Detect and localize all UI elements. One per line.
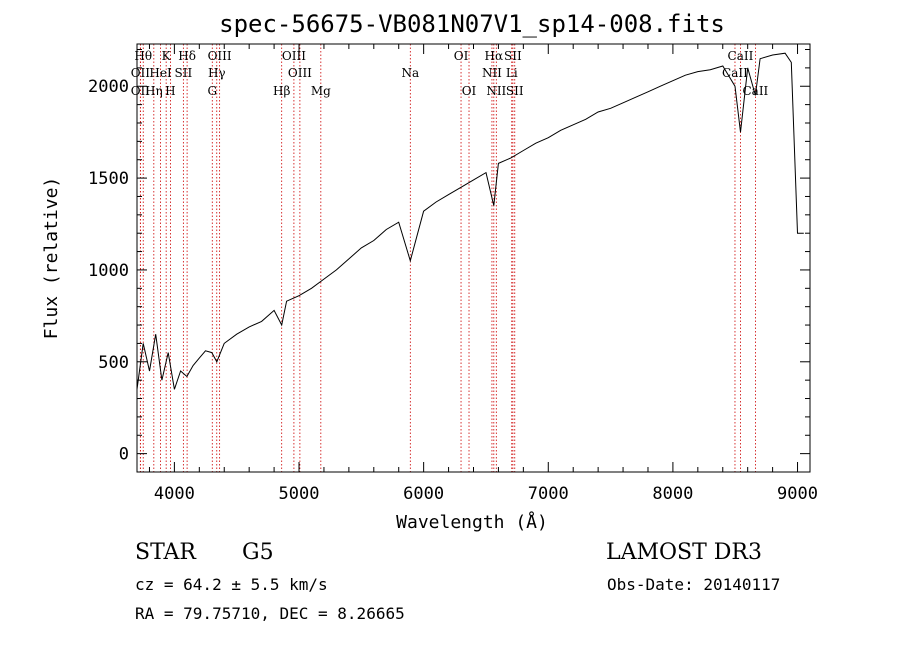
x-axis-label: Wavelength (Å) xyxy=(396,511,548,533)
spectral-line-label: SII xyxy=(504,49,522,63)
x-tick-label: 6000 xyxy=(403,484,444,504)
y-tick-label: 1500 xyxy=(88,169,129,189)
x-tick-label: 9000 xyxy=(777,484,818,504)
spectral-line-label: Hα xyxy=(485,49,504,63)
spectral-line-label: Mg xyxy=(311,84,331,98)
spectral-line-label: NII xyxy=(486,84,506,98)
spectral-line-label: Hβ xyxy=(273,84,290,98)
spectral-line-label: CaII xyxy=(728,49,754,63)
spectral-line-label: Hδ xyxy=(178,49,196,63)
coordinates-text: RA = 79.75710, DEC = 8.26665 xyxy=(135,604,405,623)
spectral-line-label: OII xyxy=(131,66,151,80)
spectral-line-label: OIII xyxy=(288,66,312,80)
y-tick-label: 1000 xyxy=(88,261,129,281)
spectral-line-label: OI xyxy=(454,49,469,63)
spectral-line-label: Hθ xyxy=(134,49,152,63)
spectral-line-label: K xyxy=(162,49,172,63)
spectral-line-label: OIII xyxy=(282,49,306,63)
spectral-line-label: HeI xyxy=(149,66,172,80)
spectral-line-label: OIII xyxy=(208,49,232,63)
y-axis-label: Flux (relative) xyxy=(41,177,62,340)
chart-title: spec-56675-VB081N07V1_sp14-008.fits xyxy=(219,10,725,38)
spectral-line-label: G xyxy=(207,84,217,98)
y-tick-label: 2000 xyxy=(88,77,129,97)
x-axis: 4000 5000 6000 7000 8000 9000 xyxy=(148,44,818,504)
x-tick-label: 7000 xyxy=(528,484,569,504)
spectral-line-label: OII xyxy=(131,84,151,98)
spectral-line-label: NII xyxy=(482,66,502,80)
y-axis: 0 500 1000 1500 2000 xyxy=(88,49,810,473)
spectral-line-label: H xyxy=(165,84,175,98)
y-tick-label: 0 xyxy=(119,445,129,465)
redshift-text: cz = 64.2 ± 5.5 km/s xyxy=(135,575,328,594)
spectrum-line xyxy=(136,52,804,390)
spectral-line-label: SII xyxy=(506,84,524,98)
spectral-line-label: Hγ xyxy=(208,66,226,80)
x-tick-label: 4000 xyxy=(154,484,195,504)
object-subclass: G5 xyxy=(242,540,274,565)
spectral-line-labels: HθOIIOIIHηHeIKHSIIHδGHγOIIIHβOIIIOIIIMgN… xyxy=(131,49,769,98)
obs-date-text: Obs-Date: 20140117 xyxy=(607,575,780,594)
plot-frame xyxy=(136,43,811,473)
spectral-line-label: SII xyxy=(175,66,193,80)
x-tick-label: 8000 xyxy=(652,484,693,504)
y-tick-label: 500 xyxy=(98,353,129,373)
object-class: STAR xyxy=(135,540,197,565)
spectrum-series xyxy=(136,52,804,390)
spectral-line-label: CaII xyxy=(722,66,748,80)
spectral-line-label: Hη xyxy=(145,84,163,98)
spectral-line-label: OI xyxy=(462,84,477,98)
spectral-line-label: Na xyxy=(401,66,419,80)
spectral-line-markers xyxy=(139,44,756,472)
survey-name: LAMOST DR3 xyxy=(606,540,762,565)
spectral-line-label: Li xyxy=(506,66,518,80)
x-tick-label: 5000 xyxy=(279,484,320,504)
